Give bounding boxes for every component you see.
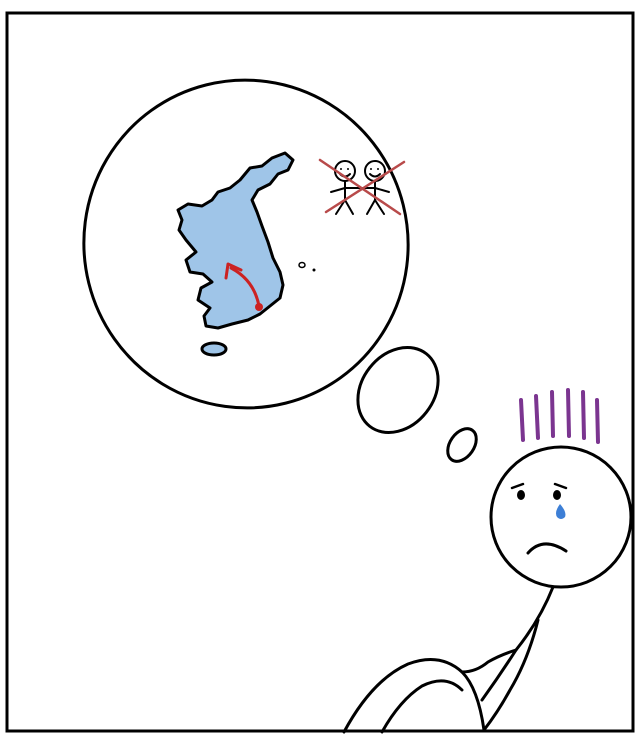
gloom-lines bbox=[519, 388, 600, 444]
character-hand bbox=[460, 648, 518, 674]
curved-arrow-shaft bbox=[229, 266, 261, 308]
thought-bubble-small bbox=[446, 427, 478, 463]
character-body bbox=[480, 585, 555, 702]
sad-stick-figure bbox=[342, 445, 633, 734]
jeju-island bbox=[200, 341, 228, 357]
character-leg bbox=[380, 679, 464, 734]
peninsula-shape bbox=[176, 151, 295, 330]
thought-bubble-medium bbox=[356, 346, 440, 434]
teardrop bbox=[556, 504, 566, 519]
ulleung-island bbox=[298, 261, 306, 269]
right-eyebrow bbox=[553, 482, 568, 490]
curved-arrow bbox=[224, 262, 263, 311]
right-figure-head bbox=[364, 160, 386, 182]
comic-panel-frame bbox=[5, 11, 635, 733]
dokdo-island bbox=[312, 268, 316, 272]
left-eye bbox=[517, 490, 525, 500]
character-body-back bbox=[482, 618, 540, 732]
frown-mouth bbox=[526, 542, 568, 555]
left-eyebrow bbox=[510, 482, 525, 490]
korean-peninsula-map bbox=[176, 151, 316, 357]
curved-arrow-origin-dot bbox=[255, 303, 263, 311]
curved-arrow-head bbox=[224, 262, 243, 280]
red-cross-mark bbox=[318, 158, 406, 216]
right-eye bbox=[553, 490, 561, 500]
character-arm bbox=[342, 658, 486, 734]
